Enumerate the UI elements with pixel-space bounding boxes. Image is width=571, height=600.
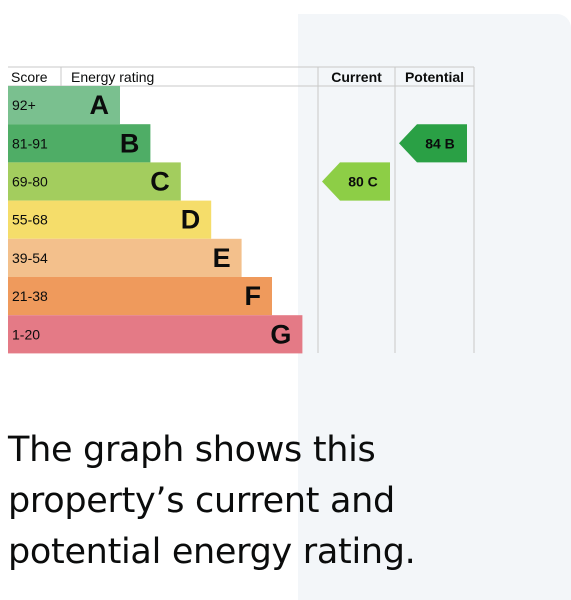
score-label-d: 55-68 <box>12 212 48 228</box>
score-cell-a <box>8 86 61 125</box>
current-rating-label: 80 C <box>348 174 378 190</box>
band-bar-e <box>61 238 242 277</box>
current-rating-arrow <box>322 162 390 201</box>
band-bar-g <box>61 315 303 354</box>
band-bar-b <box>61 124 151 163</box>
band-bar-c <box>61 162 181 201</box>
energy-rating-header: Energy rating <box>71 69 154 85</box>
band-letter-c: C <box>150 167 170 197</box>
potential-rating-label: 84 B <box>425 135 455 151</box>
current-rating-marker: 80 C <box>322 162 390 201</box>
epc-chart: Score Energy rating Current Potential 92… <box>8 66 475 354</box>
band-letter-e: E <box>213 243 231 273</box>
current-header: Current <box>331 69 382 85</box>
band-row-a: 92+ A <box>8 86 120 125</box>
rating-bands: 92+ A 81-91 B 69-80 C 55-68 D 39-54 E 21-38 F 1-20 G <box>8 86 303 354</box>
score-cell-g <box>8 315 61 354</box>
score-label-c: 69-80 <box>12 174 48 190</box>
headers: Score Energy rating Current Potential <box>11 69 464 85</box>
potential-rating-marker: 84 B <box>399 124 467 163</box>
band-bar-f <box>61 277 272 316</box>
band-letter-f: F <box>245 281 262 311</box>
band-letter-g: G <box>270 319 291 349</box>
score-cell-b <box>8 124 61 163</box>
rating-markers: 80 C 84 B <box>322 124 467 201</box>
score-label-f: 21-38 <box>12 288 48 304</box>
band-letter-a: A <box>90 90 110 120</box>
band-row-e: 39-54 E <box>8 238 242 277</box>
band-row-g: 1-20 G <box>8 315 303 354</box>
score-label-a: 92+ <box>12 97 36 113</box>
potential-header: Potential <box>405 69 464 85</box>
score-label-g: 1-20 <box>12 326 40 342</box>
score-label-b: 81-91 <box>12 135 48 151</box>
band-bar-d <box>61 200 212 239</box>
band-letter-b: B <box>120 128 140 158</box>
band-row-d: 55-68 D <box>8 200 212 239</box>
score-cell-f <box>8 277 61 316</box>
potential-rating-arrow <box>399 124 467 163</box>
score-cell-e <box>8 238 61 277</box>
score-cell-c <box>8 162 61 201</box>
band-row-c: 69-80 C <box>8 162 181 201</box>
band-row-b: 81-91 B <box>8 124 151 163</box>
band-letter-d: D <box>181 205 201 235</box>
caption-text: The graph shows this property’s current … <box>8 430 416 572</box>
side-panel <box>298 14 571 600</box>
band-row-f: 21-38 F <box>8 277 272 316</box>
band-bar-a <box>61 86 120 125</box>
score-label-e: 39-54 <box>12 250 48 266</box>
score-header: Score <box>11 69 48 85</box>
score-cell-d <box>8 200 61 239</box>
